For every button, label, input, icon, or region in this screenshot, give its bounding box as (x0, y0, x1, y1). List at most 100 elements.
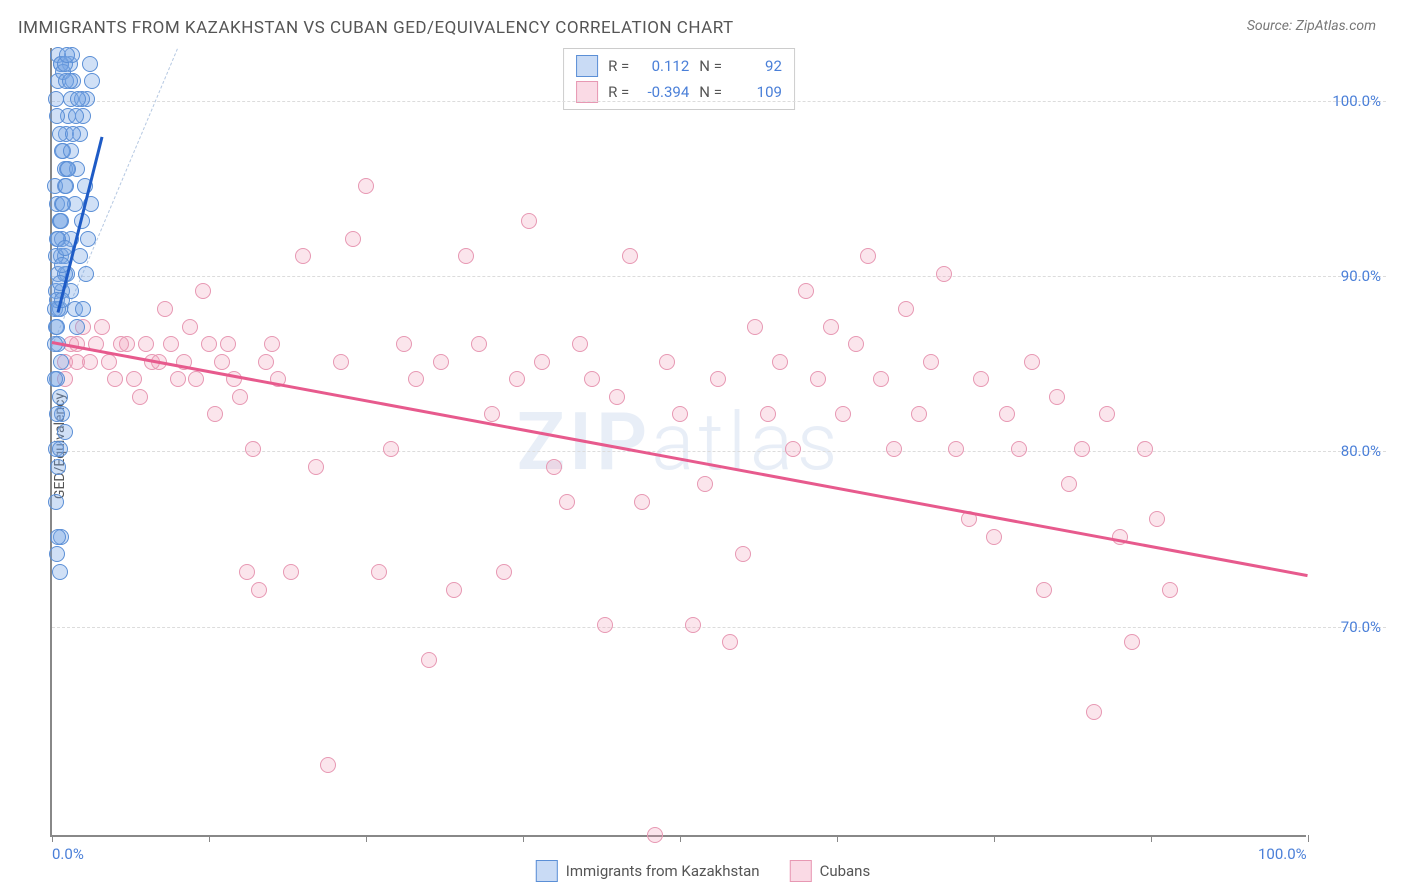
data-point-cubans (239, 564, 255, 580)
data-point-kazakhstan (52, 389, 68, 405)
data-point-cubans (609, 389, 625, 405)
data-point-cubans (848, 336, 864, 352)
data-point-cubans (446, 582, 462, 598)
data-point-cubans (126, 371, 142, 387)
data-point-cubans (308, 459, 324, 475)
data-point-cubans (295, 248, 311, 264)
data-point-cubans (911, 406, 927, 422)
data-point-cubans (345, 231, 361, 247)
stat-r-label: R = (608, 57, 629, 75)
x-tick-label: 0.0% (52, 845, 84, 863)
gridline (52, 101, 1386, 102)
x-tick (209, 835, 210, 842)
stats-row: R =0.112N =92 (576, 53, 782, 79)
data-point-cubans (659, 354, 675, 370)
data-point-kazakhstan (53, 213, 69, 229)
data-point-cubans (1024, 354, 1040, 370)
data-point-cubans (94, 319, 110, 335)
stat-r-label: R = (608, 83, 629, 101)
data-point-cubans (559, 494, 575, 510)
data-point-cubans (408, 371, 424, 387)
data-point-cubans (157, 301, 173, 317)
data-point-cubans (835, 406, 851, 422)
data-point-cubans (647, 827, 663, 843)
data-point-cubans (258, 354, 274, 370)
data-point-kazakhstan (68, 108, 84, 124)
data-point-kazakhstan (80, 231, 96, 247)
x-tick (994, 835, 995, 842)
data-point-kazakhstan (62, 73, 78, 89)
data-point-cubans (245, 441, 261, 457)
data-point-cubans (383, 441, 399, 457)
legend: Immigrants from Kazakhstan Cubans (536, 860, 870, 882)
data-point-cubans (396, 336, 412, 352)
data-point-cubans (371, 564, 387, 580)
x-tick (837, 835, 838, 842)
data-point-cubans (107, 371, 123, 387)
data-point-cubans (534, 354, 550, 370)
data-point-kazakhstan (48, 91, 64, 107)
data-point-cubans (201, 336, 217, 352)
data-point-cubans (1074, 441, 1090, 457)
trendline-cubans (52, 341, 1308, 577)
data-point-cubans (182, 319, 198, 335)
y-tick-label: 80.0% (1341, 442, 1381, 460)
data-point-cubans (634, 494, 650, 510)
legend-label: Cubans (820, 862, 871, 880)
data-point-cubans (132, 389, 148, 405)
data-point-kazakhstan (50, 459, 66, 475)
gridline (52, 627, 1386, 628)
data-point-cubans (810, 371, 826, 387)
data-point-cubans (69, 354, 85, 370)
data-point-cubans (735, 546, 751, 562)
data-point-cubans (1162, 582, 1178, 598)
data-point-cubans (509, 371, 525, 387)
legend-label: Immigrants from Kazakhstan (566, 862, 760, 880)
data-point-cubans (697, 476, 713, 492)
data-point-cubans (685, 617, 701, 633)
data-point-cubans (860, 248, 876, 264)
data-point-cubans (785, 441, 801, 457)
data-point-cubans (251, 582, 267, 598)
data-point-cubans (458, 248, 474, 264)
data-point-kazakhstan (50, 529, 66, 545)
data-point-kazakhstan (78, 266, 94, 282)
data-point-cubans (1061, 476, 1077, 492)
y-tick-label: 90.0% (1341, 267, 1381, 285)
data-point-cubans (163, 336, 179, 352)
data-point-kazakhstan (70, 91, 86, 107)
data-point-cubans (710, 371, 726, 387)
data-point-cubans (214, 354, 230, 370)
data-point-cubans (672, 406, 688, 422)
data-point-kazakhstan (49, 108, 65, 124)
data-point-kazakhstan (52, 441, 68, 457)
data-point-cubans (113, 336, 129, 352)
legend-swatch (576, 55, 598, 77)
data-point-cubans (496, 564, 512, 580)
data-point-cubans (101, 354, 117, 370)
x-tick (366, 835, 367, 842)
data-point-cubans (622, 248, 638, 264)
data-point-cubans (923, 354, 939, 370)
data-point-cubans (484, 406, 500, 422)
data-point-kazakhstan (84, 73, 100, 89)
data-point-cubans (521, 213, 537, 229)
legend-swatch (790, 860, 812, 882)
data-point-kazakhstan (58, 178, 74, 194)
data-point-cubans (873, 371, 889, 387)
stat-n-value: 109 (732, 83, 782, 101)
x-tick (680, 835, 681, 842)
data-point-cubans (1124, 634, 1140, 650)
data-point-kazakhstan (69, 319, 85, 335)
legend-item: Cubans (790, 860, 871, 882)
data-point-cubans (1099, 406, 1115, 422)
x-tick (523, 835, 524, 842)
data-point-cubans (188, 371, 204, 387)
data-point-kazakhstan (63, 143, 79, 159)
data-point-cubans (823, 319, 839, 335)
data-point-cubans (471, 336, 487, 352)
stat-n-label: N = (699, 83, 722, 101)
data-point-cubans (986, 529, 1002, 545)
y-tick-label: 100.0% (1332, 92, 1381, 110)
legend-item: Immigrants from Kazakhstan (536, 860, 760, 882)
